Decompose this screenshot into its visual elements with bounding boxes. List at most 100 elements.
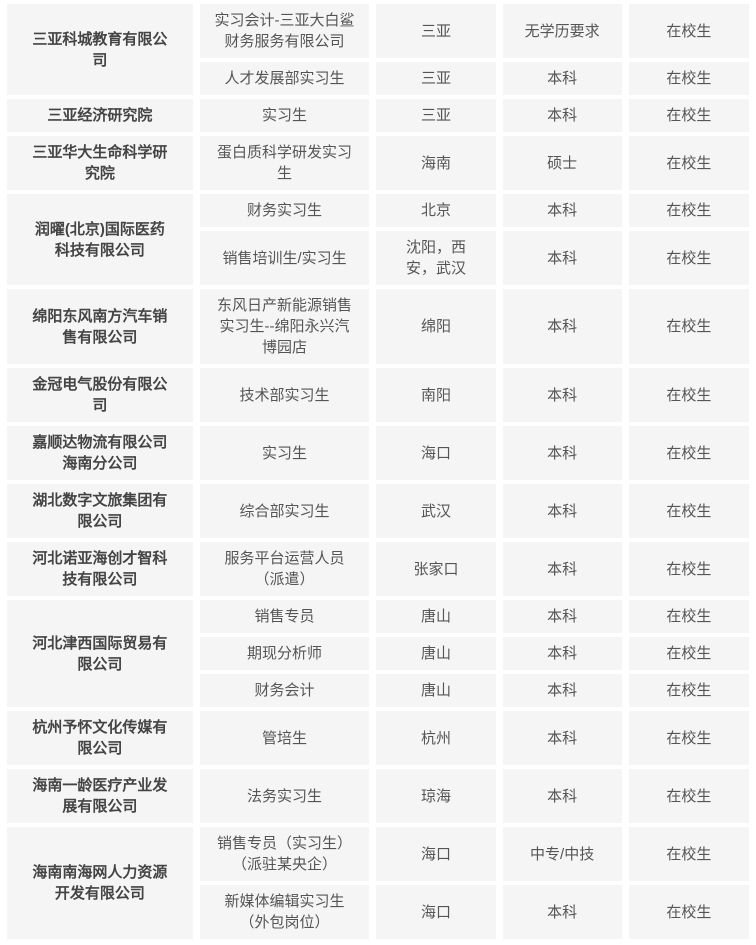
city-cell: 三亚 [376, 99, 496, 132]
status-cell: 在校生 [628, 62, 749, 95]
company-name-cell: 湖北数字文旅集团有限公司 [7, 484, 193, 538]
company-name-cell: 三亚科城教育有限公司 [7, 4, 193, 95]
position-cell: 期现分析师 [199, 637, 370, 670]
city-cell: 北京 [376, 194, 496, 227]
table-row: 三亚经济研究院 实习生 三亚 本科 在校生 [7, 99, 749, 132]
position-cell: 财务实习生 [199, 194, 370, 227]
table-row: 新媒体编辑实习生（外包岗位） 海口 本科 在校生 [7, 885, 749, 939]
table-row: 三亚科城教育有限公司 实习会计-三亚大白鲨财务服务有限公司 三亚 无学历要求 在校生 [7, 4, 749, 95]
position-cell: 实习生 [199, 99, 370, 132]
city-cell: 唐山 [376, 637, 496, 670]
position-cell: 销售专员 [199, 600, 370, 633]
company-name-cell: 绵阳东风南方汽车销售有限公司 [7, 289, 193, 364]
company-name-cell: 金冠电气股份有限公司 [7, 368, 193, 422]
status-cell: 在校生 [628, 426, 749, 480]
education-cell: 本科 [502, 194, 622, 227]
position-cell: 新媒体编辑实习生（外包岗位） [199, 885, 370, 939]
table-row: 湖北数字文旅集团有限公司 综合部实习生 武汉 本科 在校生 [7, 484, 749, 538]
city-cell: 海口 [376, 885, 496, 939]
status-cell: 在校生 [628, 99, 749, 132]
status-cell: 在校生 [628, 194, 749, 227]
position-cell: 综合部实习生 [199, 484, 370, 538]
company-name-cell: 三亚经济研究院 [7, 99, 193, 132]
education-cell: 本科 [502, 231, 622, 285]
position-cell: 东风日产新能源销售实习生--绵阳永兴汽博园店 [199, 289, 370, 364]
position-cell: 实习会计-三亚大白鲨财务服务有限公司 [199, 4, 370, 58]
education-cell: 硕士 [502, 136, 622, 190]
education-cell: 本科 [502, 637, 622, 670]
table-row: 海南一龄医疗产业发展有限公司 法务实习生 琼海 本科 在校生 [7, 769, 749, 823]
status-cell: 在校生 [628, 885, 749, 939]
position-cell: 法务实习生 [199, 769, 370, 823]
city-cell: 三亚 [376, 4, 496, 58]
education-cell: 本科 [502, 99, 622, 132]
position-cell: 管培生 [199, 711, 370, 765]
education-cell: 本科 [502, 885, 622, 939]
status-cell: 在校生 [628, 711, 749, 765]
city-cell: 杭州 [376, 711, 496, 765]
status-cell: 在校生 [628, 637, 749, 670]
table-row: 杭州予怀文化传媒有限公司 管培生 杭州 本科 在校生 [7, 711, 749, 765]
education-cell: 本科 [502, 426, 622, 480]
city-cell: 唐山 [376, 600, 496, 633]
table-row: 三亚华大生命科学研究院 蛋白质科学研发实习生 海南 硕士 在校生 [7, 136, 749, 190]
status-cell: 在校生 [628, 769, 749, 823]
position-cell: 蛋白质科学研发实习生 [199, 136, 370, 190]
position-cell: 技术部实习生 [199, 368, 370, 422]
city-cell: 海南 [376, 136, 496, 190]
education-cell: 本科 [502, 600, 622, 633]
company-name-cell: 润曜(北京)国际医药科技有限公司 [7, 194, 193, 285]
company-name-cell: 河北诺亚海创才智科技有限公司 [7, 542, 193, 596]
job-listing-body: 三亚科城教育有限公司 实习会计-三亚大白鲨财务服务有限公司 三亚 无学历要求 在校生 人才… [7, 4, 749, 939]
education-cell: 本科 [502, 62, 622, 95]
education-cell: 本科 [502, 674, 622, 707]
city-cell: 琼海 [376, 769, 496, 823]
company-name-cell: 河北津西国际贸易有限公司 [7, 600, 193, 707]
education-cell: 本科 [502, 484, 622, 538]
company-name-cell: 海南南海网人力资源开发有限公司 [7, 827, 193, 939]
table-row: 河北诺亚海创才智科技有限公司 服务平台运营人员（派遣） 张家口 本科 在校生 [7, 542, 749, 596]
city-cell: 南阳 [376, 368, 496, 422]
status-cell: 在校生 [628, 368, 749, 422]
status-cell: 在校生 [628, 484, 749, 538]
city-cell: 三亚 [376, 62, 496, 95]
city-cell: 海口 [376, 827, 496, 881]
status-cell: 在校生 [628, 674, 749, 707]
company-name-cell: 杭州予怀文化传媒有限公司 [7, 711, 193, 765]
city-cell: 海口 [376, 426, 496, 480]
status-cell: 在校生 [628, 289, 749, 364]
company-name-cell: 嘉顺达物流有限公司海南分公司 [7, 426, 193, 480]
position-cell: 实习生 [199, 426, 370, 480]
table-row: 人才发展部实习生 三亚 本科 在校生 [7, 62, 749, 95]
education-cell: 中专/中技 [502, 827, 622, 881]
education-cell: 本科 [502, 289, 622, 364]
position-cell: 销售培训生/实习生 [199, 231, 370, 285]
position-cell: 服务平台运营人员（派遣） [199, 542, 370, 596]
education-cell: 无学历要求 [502, 4, 622, 58]
city-cell: 张家口 [376, 542, 496, 596]
status-cell: 在校生 [628, 136, 749, 190]
education-cell: 本科 [502, 711, 622, 765]
table-row: 海南南海网人力资源开发有限公司 销售专员（实习生）（派驻某央企） 海口 中专/中技 在校… [7, 827, 749, 939]
status-cell: 在校生 [628, 600, 749, 633]
table-row: 润曜(北京)国际医药科技有限公司 财务实习生 北京 本科 在校生 [7, 194, 749, 285]
education-cell: 本科 [502, 542, 622, 596]
city-cell: 沈阳，西安，武汉 [376, 231, 496, 285]
table-row: 金冠电气股份有限公司 技术部实习生 南阳 本科 在校生 [7, 368, 749, 422]
status-cell: 在校生 [628, 542, 749, 596]
education-cell: 本科 [502, 769, 622, 823]
company-name-cell: 海南一龄医疗产业发展有限公司 [7, 769, 193, 823]
city-cell: 武汉 [376, 484, 496, 538]
status-cell: 在校生 [628, 231, 749, 285]
table-row: 期现分析师 唐山 本科 在校生 [7, 637, 749, 670]
city-cell: 绵阳 [376, 289, 496, 364]
company-name-cell: 三亚华大生命科学研究院 [7, 136, 193, 190]
position-cell: 财务会计 [199, 674, 370, 707]
table-row: 绵阳东风南方汽车销售有限公司 东风日产新能源销售实习生--绵阳永兴汽博园店 绵阳 本科… [7, 289, 749, 364]
status-cell: 在校生 [628, 4, 749, 58]
table-row: 销售培训生/实习生 沈阳，西安，武汉 本科 在校生 [7, 231, 749, 285]
education-cell: 本科 [502, 368, 622, 422]
table-row: 财务会计 唐山 本科 在校生 [7, 674, 749, 707]
